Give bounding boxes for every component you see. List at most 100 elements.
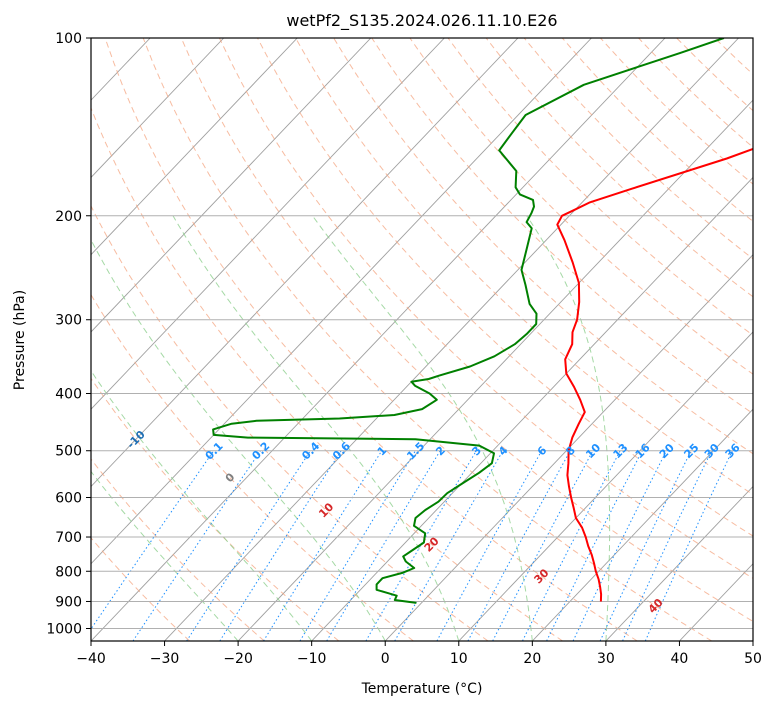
dry-adiabat-line [142,38,713,641]
dry-adiabat-label: 10 [316,500,336,520]
temperature-line [556,147,753,602]
dry-adiabat-line [91,204,489,641]
x-tick-label: −20 [223,651,253,667]
mixing-ratio-label: 10 [583,441,603,461]
mixing-ratio-line [219,450,342,641]
chart-title: wetPf2_S135.2024.026.11.10.E26 [286,11,557,31]
mixing-ratio-line [186,450,311,641]
dry-adiabat-label: 0 [223,470,238,485]
dewpoint-line [212,38,725,604]
isotherm-line [91,38,592,565]
x-tick-label: 20 [523,651,541,667]
y-tick-label: 1000 [46,621,82,637]
x-tick-label: 40 [671,651,689,667]
y-tick-label: 200 [55,209,82,225]
pressure-gridlines [91,38,753,629]
dry-adiabat-line [257,38,753,537]
dry-adiabat-line [485,38,753,298]
y-axis-ticks: 100 200 300 400 500 600 700 800 900 1000 [46,31,91,637]
mixing-ratio-line [522,450,621,641]
dry-adiabat-line [295,38,753,496]
dry-adiabat-label: 40 [646,596,666,616]
isotherm-line [679,563,753,641]
x-tick-label: 0 [381,651,390,667]
dry-adiabat-line [447,38,753,336]
dry-adiabat-line [104,38,638,641]
mixing-ratio-label: 1 [375,444,390,459]
y-tick-label: 100 [55,31,82,47]
dry-adiabat-line [91,458,265,641]
y-tick-label: 900 [55,594,82,610]
y-tick-label: 300 [55,313,82,329]
dry-adiabat-label: 30 [532,566,552,586]
mixing-ratio-line [546,450,643,641]
isotherm-line [311,176,753,641]
profile-lines [212,38,753,604]
isotherm-line [91,38,298,256]
x-tick-label: −30 [150,651,180,667]
y-tick-label: 500 [55,444,82,460]
mixing-ratio-label: 13 [611,441,631,461]
dry-adiabat-line [409,38,753,375]
mixing-ratio-line [644,450,733,641]
mixing-ratio-label: 8 [563,444,578,459]
y-axis-label: Pressure (hPa) [12,290,28,390]
moist-adiabat-line [526,215,611,641]
mixing-ratio-label: 0.6 [330,439,353,462]
dry-adiabat-line [218,38,753,579]
isotherm-line [91,38,445,410]
isotherm-line [458,331,753,641]
x-tick-label: 50 [744,651,762,667]
dry-adiabat-line [561,38,753,222]
mixing-ratio-line [599,450,692,641]
isotherm-line [91,38,519,488]
isotherm-line [91,38,225,179]
y-tick-label: 800 [55,564,82,580]
moist-adiabat-line [312,215,533,641]
moist-adiabat-line [91,369,313,641]
dry-adiabat-line [91,106,563,641]
isotherm-line [237,99,753,641]
plot-frame [90,37,754,642]
dry-adiabat-line [91,293,414,641]
mixing-ratio-label: 0.4 [299,439,322,462]
moist-adiabat-line [91,470,239,641]
isotherm-line [0,38,3,641]
dry-adiabat-line [714,38,753,75]
mixing-ratio-line [91,450,215,630]
isotherm-line [164,38,739,641]
mixing-ratio-label: 0.2 [249,440,272,463]
mixing-ratio-line [436,450,543,641]
dry-adiabat-line [600,38,753,185]
isotherm-line [91,38,666,641]
mixing-ratio-label: 36 [723,441,743,461]
isotherm-line [605,485,753,641]
mixing-ratio-line [132,450,261,641]
dry-adiabat-line [91,537,191,641]
isotherm-line [384,254,753,641]
x-axis-label: Temperature (°C) [361,681,483,697]
mixing-ratio-label: 30 [702,441,722,461]
y-tick-label: 700 [55,530,82,546]
background-lines [0,38,753,641]
isotherm-line [91,38,372,333]
dry-adiabat-line [523,38,753,260]
x-tick-label: −40 [76,651,106,667]
mixing-ratio-line [394,450,504,641]
isotherm-line [752,640,753,641]
isotherm-line [532,408,753,641]
mixing-ratio-line [263,450,383,641]
dry-adiabat-line [180,38,753,622]
x-tick-label: −10 [297,651,327,667]
dry-adiabat-line [752,38,753,39]
mixing-ratio-line [467,450,571,641]
x-axis-ticks: −40 −30 −20 −10 0 10 20 30 40 50 [76,641,762,667]
mixing-ratio-label: 20 [657,441,677,461]
mixing-ratio-line [299,450,416,641]
mixing-ratio-label: 16 [633,441,653,461]
dry-adiabat-line [371,38,753,415]
x-tick-label: 10 [450,651,468,667]
y-tick-label: 400 [55,387,82,403]
